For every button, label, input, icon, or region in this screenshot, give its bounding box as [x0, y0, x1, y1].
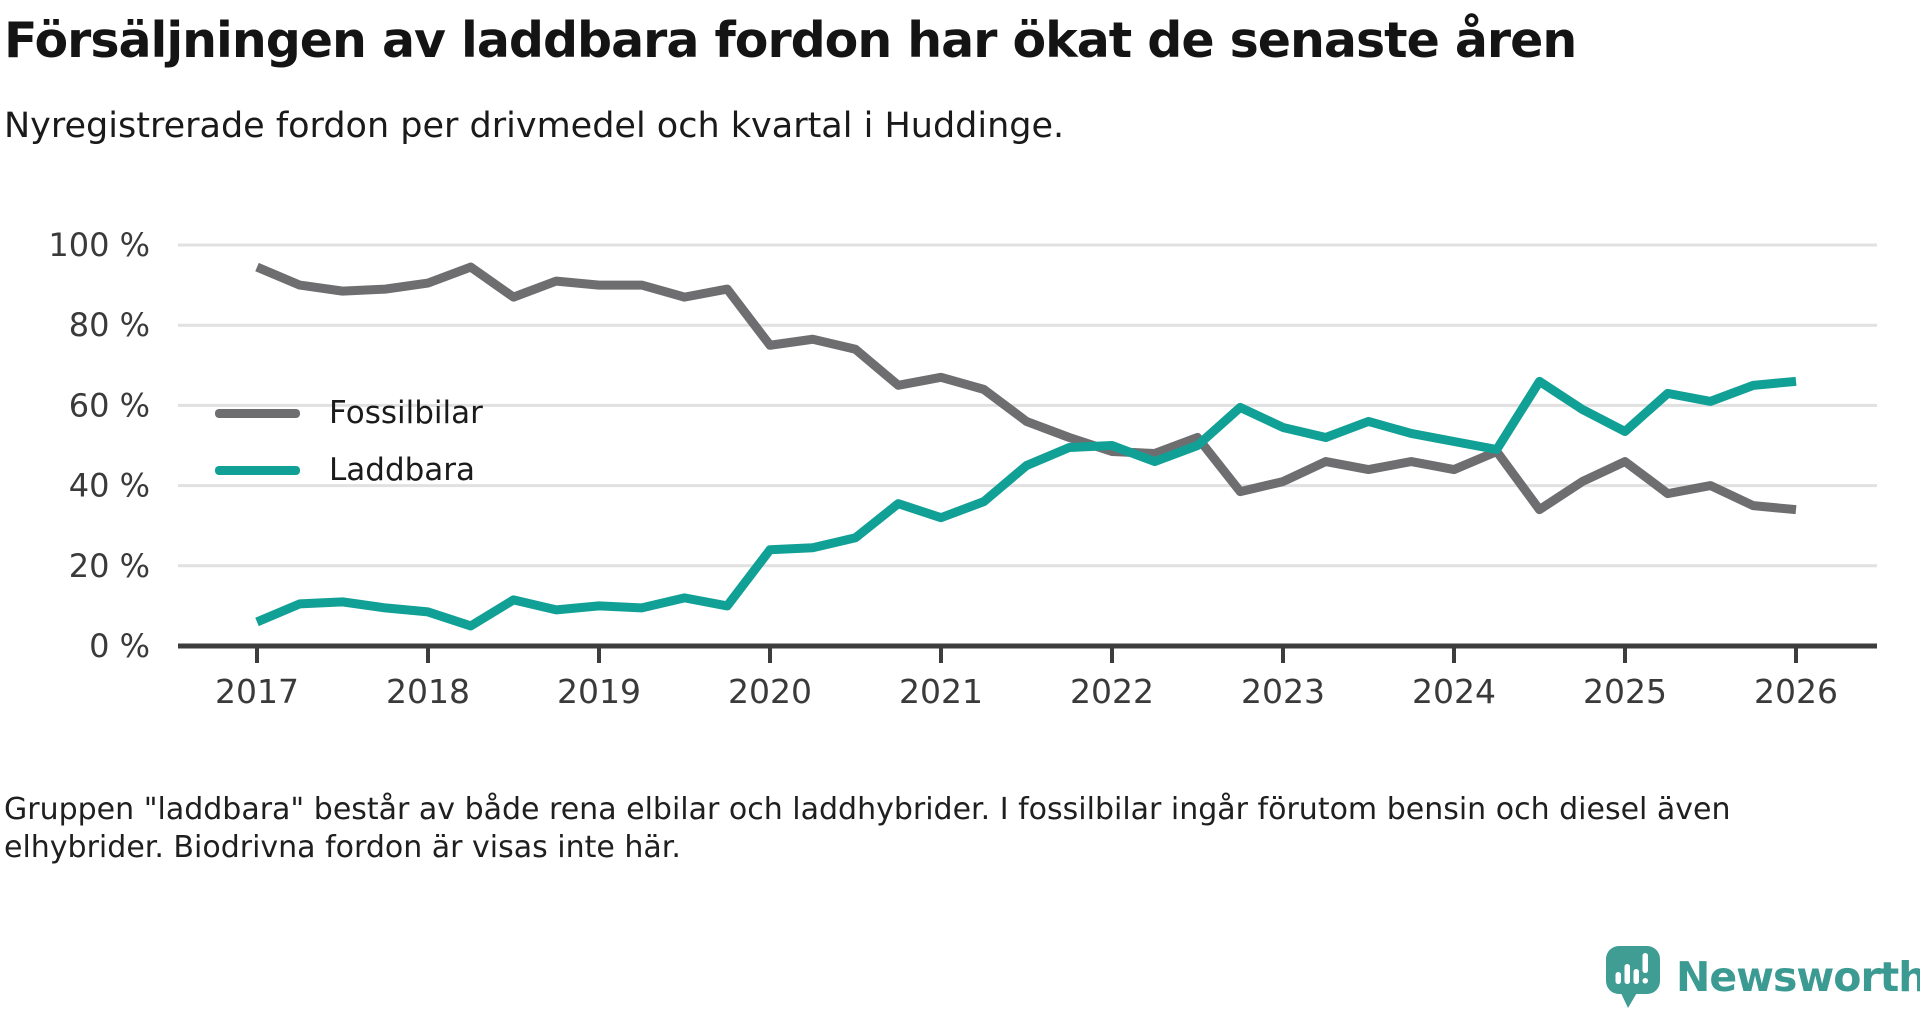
legend-swatch-fossilbilar: [215, 408, 300, 418]
x-axis-tick-label: 2022: [1070, 672, 1154, 711]
x-axis-tick-label: 2023: [1241, 672, 1325, 711]
y-axis-tick-label: 100 %: [48, 226, 150, 264]
y-axis-tick-label: 40 %: [69, 467, 150, 505]
series-line-fossilbilar: [255, 262, 1797, 515]
x-axis-tick-label: 2019: [557, 672, 641, 711]
x-axis-tick-label: 2026: [1754, 672, 1838, 711]
newsworthy-logo-text: Newsworthy: [1676, 953, 1920, 1001]
x-axis-tick-label: 2018: [386, 672, 470, 711]
y-axis-tick-label: 0 %: [89, 627, 150, 665]
page-subtitle: Nyregistrerade fordon per drivmedel och …: [4, 106, 1065, 146]
legend-label-laddbara: Laddbara: [329, 452, 476, 488]
y-axis-tick-label: 60 %: [69, 386, 150, 424]
legend-item-laddbara: Laddbara: [215, 452, 483, 488]
legend-swatch-laddbara: [215, 465, 300, 475]
page-title: Försäljningen av laddbara fordon har öka…: [4, 12, 1577, 69]
legend: Fossilbilar Laddbara: [215, 395, 483, 510]
series-line-laddbara: [255, 376, 1797, 631]
x-axis-tick-label: 2024: [1412, 672, 1496, 711]
y-axis-tick-label: 20 %: [69, 547, 150, 585]
x-axis-tick-label: 2017: [215, 672, 299, 711]
x-axis-tick-label: 2020: [728, 672, 812, 711]
footnote-text: Gruppen "laddbara" består av både rena e…: [4, 792, 1731, 865]
legend-label-fossilbilar: Fossilbilar: [329, 395, 483, 431]
newsworthy-icon: [1606, 946, 1660, 1008]
x-axis-tick-label: 2025: [1583, 672, 1667, 711]
x-axis-tick-label: 2021: [899, 672, 983, 711]
y-axis-tick-label: 80 %: [69, 306, 150, 344]
newsworthy-logo: Newsworthy: [1606, 946, 1920, 1008]
legend-item-fossilbilar: Fossilbilar: [215, 395, 483, 431]
